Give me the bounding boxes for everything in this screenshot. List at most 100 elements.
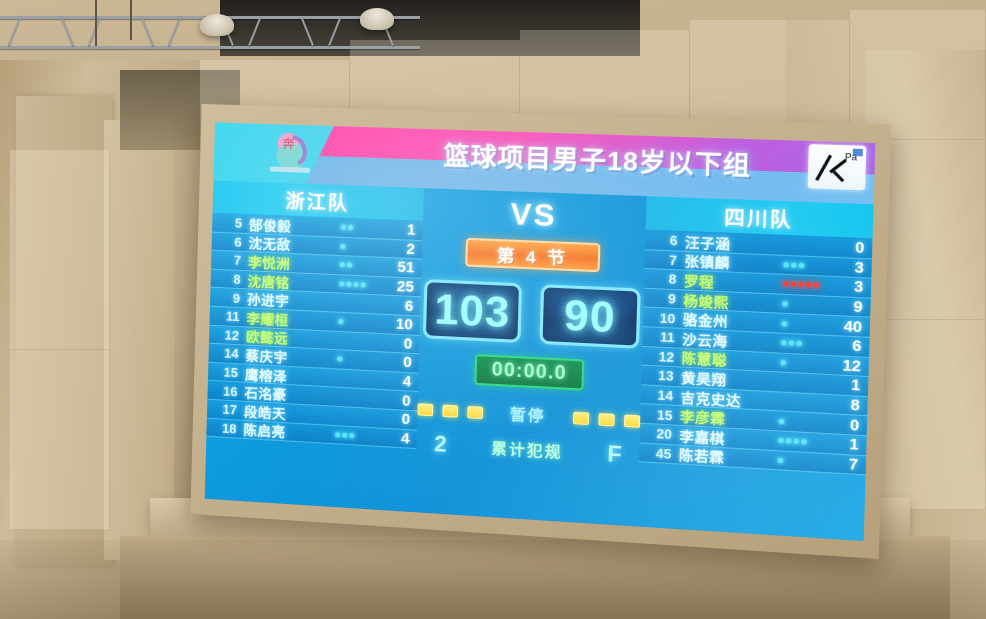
player-foul-dots (781, 340, 832, 348)
player-number: 16 (222, 383, 238, 400)
timeout-indicator (598, 412, 615, 426)
player-number: 7 (233, 253, 242, 269)
player-points: 6 (404, 297, 414, 315)
player-points: 6 (852, 337, 862, 356)
player-number: 13 (657, 367, 674, 385)
home-score-value: 103 (433, 284, 512, 337)
foul-dot-icon (801, 439, 807, 445)
player-points: 40 (843, 317, 863, 337)
foul-dot-icon (360, 282, 366, 288)
foul-dot-icon (349, 432, 355, 439)
player-foul-dots (338, 319, 385, 326)
player-points: 12 (842, 356, 862, 376)
right-team-panel: 四川队 6 汪子涵 0 7 张镇麟 3 8 罗程 3 9 杨竣熙 9 10 骆金州 40 11 沙云海 6 12 陈慧… (637, 196, 874, 541)
foul-dot-icon (342, 432, 348, 438)
foul-dot-icon (796, 341, 803, 347)
wall-block (850, 10, 986, 140)
player-foul-dots (782, 301, 833, 309)
foul-dot-icon (353, 282, 359, 288)
player-number: 14 (223, 345, 239, 362)
player-foul-dots (335, 431, 382, 440)
foul-dot-icon (783, 262, 789, 268)
player-points: 4 (402, 372, 412, 391)
away-score-value: 90 (563, 290, 617, 342)
player-foul-dots (339, 262, 387, 270)
player-points: 25 (396, 277, 415, 296)
left-team-fouls: 2 (433, 430, 448, 457)
foul-dot-icon (339, 262, 345, 268)
player-points: 1 (850, 376, 861, 396)
rigging-cable (130, 0, 132, 40)
center-panel: VS 第 4 节 103 90 (415, 188, 647, 526)
player-number: 8 (233, 271, 241, 288)
player-points: 3 (853, 278, 864, 297)
games-emblem-logo: 奔 (257, 126, 323, 181)
period-label: 第 4 节 (496, 245, 569, 269)
right-timeout-indicators (572, 411, 641, 428)
player-number: 11 (225, 308, 240, 325)
wall-block (10, 350, 110, 530)
player-foul-dots (782, 281, 834, 289)
player-foul-dots (339, 303, 386, 305)
foul-dot-icon (781, 340, 787, 346)
wall-pillar-left-face (16, 96, 112, 566)
left-team-panel: 浙江队 5 郜俊毅 1 6 沈无敌 2 7 李悦洲 51 8 沈唐铭 25 9 孙进宇 6 11 李耀桓 10 12… (205, 180, 424, 513)
scoreboard: 奔 篮球项目男子18岁以下组 Pa (190, 103, 892, 559)
scoreboard-body: 浙江队 5 郜俊毅 1 6 沈无敌 2 7 李悦洲 51 8 沈唐铭 25 9 孙进宇 6 11 李耀桓 10 12… (205, 180, 874, 542)
foul-dot-icon (785, 438, 792, 444)
player-points: 7 (848, 455, 859, 474)
player-foul-dots (783, 262, 834, 269)
player-number: 45 (655, 445, 672, 462)
player-foul-dots (338, 340, 385, 342)
right-team-fouls: F (607, 440, 623, 468)
foul-dot-icon (337, 356, 343, 363)
team-fouls-label: 累计犯规 (491, 439, 563, 462)
player-points: 8 (850, 396, 861, 415)
player-points: 3 (854, 258, 865, 278)
foul-dot-icon (339, 281, 345, 287)
foul-dot-icon (813, 282, 820, 289)
player-foul-dots (784, 245, 835, 247)
score-row: 103 90 (422, 279, 641, 349)
player-foul-dots (777, 457, 829, 465)
home-score-box: 103 (422, 279, 523, 343)
team-fouls-row: 2 累计犯规 F (425, 430, 631, 469)
game-clock-value: 00:00.0 (491, 359, 568, 385)
player-foul-dots (339, 281, 386, 288)
foul-dot-icon (347, 225, 354, 231)
player-foul-dots (780, 382, 831, 385)
player-foul-dots (336, 416, 383, 419)
foul-dot-icon (777, 457, 784, 464)
player-number: 15 (223, 364, 239, 381)
player-number: 10 (659, 309, 676, 327)
player-foul-dots (337, 356, 384, 364)
player-name: 陈启亮 (243, 423, 286, 441)
player-points: 2 (406, 240, 416, 259)
player-number: 5 (234, 215, 243, 232)
player-points: 9 (853, 298, 863, 317)
player-number: 6 (669, 232, 678, 249)
right-team-name: 四川队 (723, 206, 794, 232)
svg-text:奔: 奔 (282, 137, 295, 152)
wall-block (10, 150, 110, 350)
player-number: 20 (656, 425, 673, 443)
game-clock-box: 00:00.0 (474, 354, 585, 391)
player-number: 11 (659, 329, 675, 346)
player-number: 8 (668, 271, 677, 288)
rigging-cable (95, 0, 97, 46)
right-team-roster: 6 汪子涵 0 7 张镇麟 3 8 罗程 3 9 杨竣熙 9 10 骆金州 40 11 沙云海 6 12 陈慧聪 12 1… (638, 229, 873, 476)
player-foul-dots (340, 243, 387, 251)
foul-dot-icon (778, 418, 785, 424)
left-team-roster: 5 郜俊毅 1 6 沈无敌 2 7 李悦洲 51 8 沈唐铭 25 9 孙进宇 6 11 李耀桓 10 12 欧懿远 0… (206, 213, 423, 450)
foul-dot-icon (340, 224, 347, 231)
foul-dot-icon (346, 262, 353, 269)
foul-dot-icon (782, 301, 788, 307)
ceiling-lamp (360, 8, 394, 30)
foul-dot-icon (805, 282, 812, 289)
player-points: 1 (849, 435, 859, 455)
foul-dot-icon (338, 319, 344, 325)
foul-dot-icon (790, 281, 797, 288)
foul-dot-icon (788, 340, 795, 347)
player-number: 15 (656, 406, 673, 424)
